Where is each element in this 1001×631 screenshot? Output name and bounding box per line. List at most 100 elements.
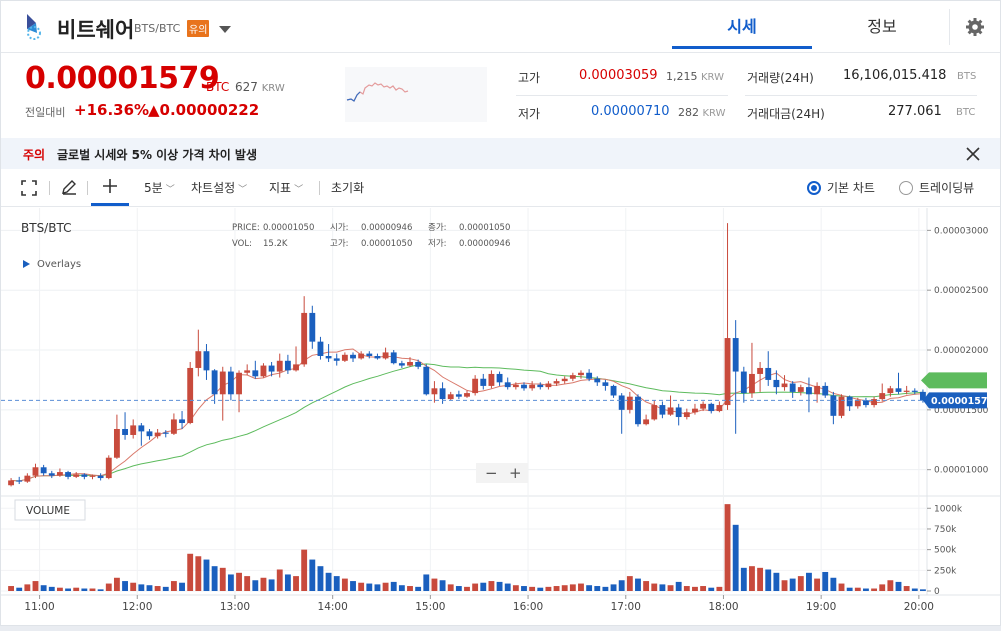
candle-body bbox=[594, 378, 601, 383]
candle-body bbox=[130, 425, 137, 435]
candle-body bbox=[187, 367, 194, 424]
tab-info[interactable]: 정보 bbox=[867, 17, 897, 36]
candle-body bbox=[610, 385, 617, 396]
overlays-toggle-icon[interactable] bbox=[23, 260, 30, 268]
candle-body bbox=[423, 366, 430, 395]
volume-bar bbox=[162, 586, 169, 591]
candle-body bbox=[749, 373, 755, 394]
close-notice-button[interactable] bbox=[966, 142, 980, 166]
candle-body bbox=[32, 467, 39, 476]
candle-body bbox=[822, 385, 829, 396]
volume-bar bbox=[24, 584, 31, 591]
price-krw-unit: KRW bbox=[261, 83, 285, 94]
candlestick-chart[interactable]: 0.00003000 0.00002500 0.00002000 0.00001500… bbox=[1, 208, 1000, 627]
candle-body bbox=[211, 370, 218, 395]
moving-average-short-line bbox=[11, 348, 923, 482]
candle-body bbox=[838, 396, 845, 416]
tradingview-radio[interactable] bbox=[899, 181, 913, 195]
volume-bar bbox=[138, 584, 145, 591]
high-krw-value: 1,215 bbox=[666, 70, 698, 83]
indicators-select[interactable]: 지표 ﹀ bbox=[269, 179, 303, 196]
volume-bar bbox=[887, 580, 894, 591]
volume-bar bbox=[203, 559, 210, 591]
candle-body bbox=[488, 373, 495, 386]
volume-bar bbox=[56, 587, 63, 591]
volume-bar bbox=[496, 581, 503, 591]
volume-bar bbox=[854, 587, 861, 591]
overlays-label[interactable]: Overlays bbox=[37, 259, 81, 270]
volume-button[interactable] bbox=[14, 499, 86, 521]
volume-bar bbox=[464, 586, 470, 591]
volume-bar bbox=[170, 581, 177, 591]
volume-bar bbox=[863, 588, 869, 591]
zoom-controls bbox=[476, 463, 528, 483]
indicators-label: 지표 bbox=[269, 181, 292, 195]
volume-bar bbox=[81, 588, 88, 591]
current-price: 0.00001579 bbox=[25, 61, 220, 96]
volume-24h-unit: BTS bbox=[957, 71, 977, 82]
coin-dropdown-chevron-icon[interactable] bbox=[219, 26, 231, 33]
volume-bar bbox=[32, 581, 39, 591]
chart-settings-select[interactable]: 차트설정 ﹀ bbox=[191, 179, 247, 196]
volume-bar bbox=[439, 580, 446, 591]
candle-body bbox=[244, 370, 251, 373]
high-value: 0.00003059 bbox=[579, 68, 658, 83]
zoom-in-button[interactable]: + bbox=[509, 464, 522, 482]
volume-bar bbox=[374, 584, 381, 591]
reset-button[interactable]: 초기화 bbox=[331, 181, 365, 195]
time-tick-label: 13:00 bbox=[220, 601, 250, 613]
candle-body bbox=[724, 338, 731, 406]
volume-bar bbox=[89, 588, 96, 591]
high-row-divider bbox=[516, 95, 728, 96]
candle-body bbox=[789, 383, 796, 392]
fullscreen-button[interactable] bbox=[21, 180, 37, 199]
volume-bar bbox=[16, 587, 23, 591]
volume-bar bbox=[268, 579, 275, 591]
candle-body bbox=[781, 383, 788, 388]
zoom-out-button[interactable]: − bbox=[485, 464, 498, 482]
volume-bar bbox=[333, 576, 340, 591]
candle-body bbox=[529, 384, 536, 389]
amount-24h-unit: BTC bbox=[956, 107, 976, 118]
price-krw-value: 627 bbox=[235, 80, 258, 94]
close-icon bbox=[966, 147, 980, 161]
volume-bar bbox=[830, 577, 837, 591]
low-krw-value: 282 bbox=[678, 106, 699, 119]
price-chart-area[interactable]: 0.00003000 0.00002500 0.00002000 0.00001500… bbox=[1, 208, 1000, 627]
interval-select[interactable]: 5분 ﹀ bbox=[144, 179, 175, 196]
draw-tool-button[interactable] bbox=[61, 179, 77, 198]
crosshair-icon bbox=[103, 179, 117, 193]
volume-bar bbox=[822, 571, 829, 591]
low-krw: 282 KRW bbox=[678, 106, 726, 119]
volume-bar bbox=[692, 586, 698, 591]
candle-body bbox=[806, 387, 812, 395]
legend-low-label: 저가: bbox=[428, 239, 447, 249]
ohlc-legend: PRICE: 0.00001050 시가: 0.00000946 종가: 0.0… bbox=[232, 223, 510, 249]
basic-chart-radio[interactable] bbox=[807, 181, 821, 195]
candle-body bbox=[643, 419, 650, 425]
candle-body bbox=[512, 384, 519, 388]
tradingview-label[interactable]: 트레이딩뷰 bbox=[919, 181, 975, 195]
volume-bar bbox=[252, 580, 259, 591]
basic-chart-label[interactable]: 기본 차트 bbox=[827, 181, 875, 195]
crosshair-button[interactable] bbox=[91, 169, 129, 206]
candle-body bbox=[105, 457, 112, 479]
candle-body bbox=[138, 425, 145, 432]
candle-body bbox=[626, 396, 633, 410]
candle-body bbox=[195, 351, 202, 368]
candle-body bbox=[496, 373, 503, 383]
candle-body bbox=[700, 403, 707, 409]
legend-vol: 15.2K bbox=[263, 239, 288, 249]
tab-price[interactable]: 시세 bbox=[672, 1, 812, 49]
volume-bar bbox=[919, 589, 926, 591]
change-percent: +16.36% bbox=[74, 101, 150, 119]
settings-button[interactable] bbox=[949, 9, 1000, 45]
candle-body bbox=[472, 378, 479, 394]
volume-bar bbox=[195, 556, 202, 591]
candle-body bbox=[97, 475, 104, 479]
candle-body bbox=[797, 387, 804, 392]
time-tick-label: 12:00 bbox=[122, 601, 152, 613]
volume-bar bbox=[472, 583, 479, 591]
volume-bar bbox=[895, 581, 902, 591]
